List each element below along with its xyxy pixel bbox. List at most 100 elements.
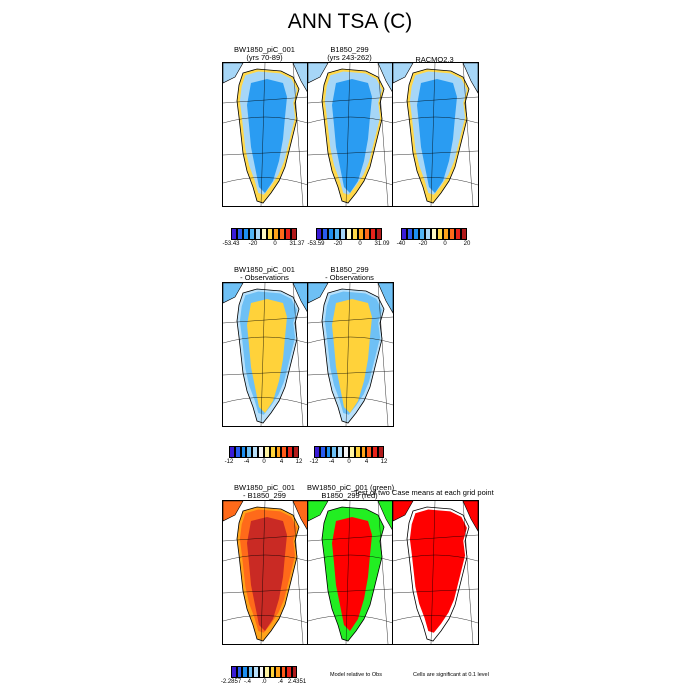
panel-title: RACMO2.3	[392, 56, 477, 64]
graticule-line	[223, 588, 308, 594]
panel-title-line1: B1850_299	[330, 265, 369, 274]
colorbar-swatch	[247, 666, 253, 678]
colorbar-swatch	[237, 228, 243, 240]
colorbar-tick-label: -.4	[243, 679, 252, 685]
colorbar	[401, 228, 467, 240]
colorbar-swatch	[337, 446, 344, 458]
interior-region	[332, 79, 372, 193]
interior-region	[332, 299, 372, 413]
graticule-line	[462, 501, 474, 644]
coast-region	[292, 283, 308, 314]
colorbar-tick-label: -20	[248, 241, 258, 247]
coast-region	[308, 501, 329, 522]
colorbar-swatch	[352, 228, 358, 240]
graticule-line	[223, 316, 308, 324]
colorbar-swatch	[443, 228, 449, 240]
colorbar-swatch	[378, 446, 384, 458]
graticule-line	[292, 501, 304, 644]
panel-title-line1: BW1850_piC_001 (green)	[307, 483, 395, 492]
greenland-map	[223, 63, 308, 206]
panel-title: B1850_299 - Observations	[307, 266, 392, 282]
map-panel-case-diff	[222, 500, 309, 645]
colorbar	[229, 446, 299, 458]
graticule-line	[260, 501, 266, 644]
colorbar-swatch	[364, 228, 370, 240]
colorbar-swatch	[343, 446, 349, 458]
colorbar-swatch	[346, 228, 352, 240]
colorbar-tick-label: -12	[309, 459, 319, 465]
colorbar-swatch	[280, 666, 286, 678]
colorbar-tick-label: 20	[463, 241, 471, 247]
interior-region	[417, 517, 457, 631]
coast-region	[223, 63, 244, 84]
panel-title-line1: BW1850_piC_001	[234, 483, 295, 492]
graticule-line	[292, 63, 304, 206]
colorbar-tick-label: -53.59	[307, 241, 325, 247]
colorbar-tick-label: 0	[262, 459, 266, 465]
greenland-map	[308, 501, 393, 644]
graticule-line	[223, 534, 308, 542]
coast-region	[462, 63, 478, 94]
colorbar-swatch	[425, 228, 431, 240]
colorbar-tick-label: 0	[443, 241, 447, 247]
colorbar-swatch	[231, 666, 237, 678]
graticule-line	[223, 615, 308, 624]
panel-title: BW1850_piC_001 (green) B1850_299 (red)	[307, 483, 395, 500]
colorbar-tick-label: 2.4351	[287, 679, 307, 685]
colorbar-swatch	[401, 228, 407, 240]
colorbar-tick-label: -4	[328, 459, 335, 465]
coast-region	[377, 501, 393, 532]
colorbar-swatch	[376, 228, 382, 240]
colorbar	[316, 228, 382, 240]
interior-region	[332, 517, 372, 631]
panel-title-line1: B1850_299	[330, 45, 369, 54]
colorbar-swatch	[413, 228, 419, 240]
graticule-line	[223, 177, 308, 186]
colorbar-swatch	[431, 228, 437, 240]
panel-title-line2: - B1850_299	[243, 491, 286, 500]
colorbar-tick-label: -12	[224, 459, 234, 465]
coast-region	[462, 501, 478, 532]
colorbar-swatch	[286, 666, 292, 678]
colorbar-tick-label: -4	[243, 459, 250, 465]
colorbar-swatch	[419, 228, 425, 240]
map-panel-b1850-abs	[307, 62, 394, 207]
graticule-line	[223, 554, 308, 562]
colorbar-tick-label: .0	[261, 679, 267, 685]
colorbar-tick-label: -40	[396, 241, 406, 247]
graticule-line	[345, 63, 351, 206]
graticule-line	[393, 534, 478, 542]
coast-region	[393, 63, 414, 84]
colorbar-tick-label: 12	[380, 459, 388, 465]
colorbar-swatch	[325, 446, 332, 458]
colorbar-swatch	[319, 446, 326, 458]
colorbar-swatch	[253, 666, 259, 678]
colorbar-swatch	[263, 446, 270, 458]
colorbar-tick-label: 31.09	[374, 241, 390, 247]
colorbar-swatch	[240, 446, 247, 458]
graticule-line	[377, 283, 389, 426]
colorbar-swatch	[242, 666, 248, 678]
colorbar-swatch	[291, 666, 297, 678]
graticule-line	[260, 63, 266, 206]
graticule-line	[223, 336, 308, 344]
graticule-line	[345, 283, 351, 426]
graticule-line	[430, 63, 436, 206]
greenland-map	[393, 63, 478, 206]
colorbar	[231, 228, 297, 240]
graticule-line	[308, 177, 393, 186]
greenland-map	[223, 283, 308, 426]
graticule-line	[393, 116, 478, 124]
colorbar-swatch	[249, 228, 255, 240]
colorbar-swatch	[334, 228, 340, 240]
colorbar-swatch	[243, 228, 249, 240]
graticule-line	[308, 150, 393, 156]
graticule-line	[393, 96, 478, 104]
greenland-map	[308, 283, 393, 426]
colorbar-tick-label: 4	[364, 459, 369, 465]
colorbar-swatch	[291, 228, 297, 240]
colorbar-swatch	[275, 666, 281, 678]
coast-region	[377, 283, 393, 314]
colorbar-swatch	[279, 228, 285, 240]
interior-region	[247, 299, 287, 413]
